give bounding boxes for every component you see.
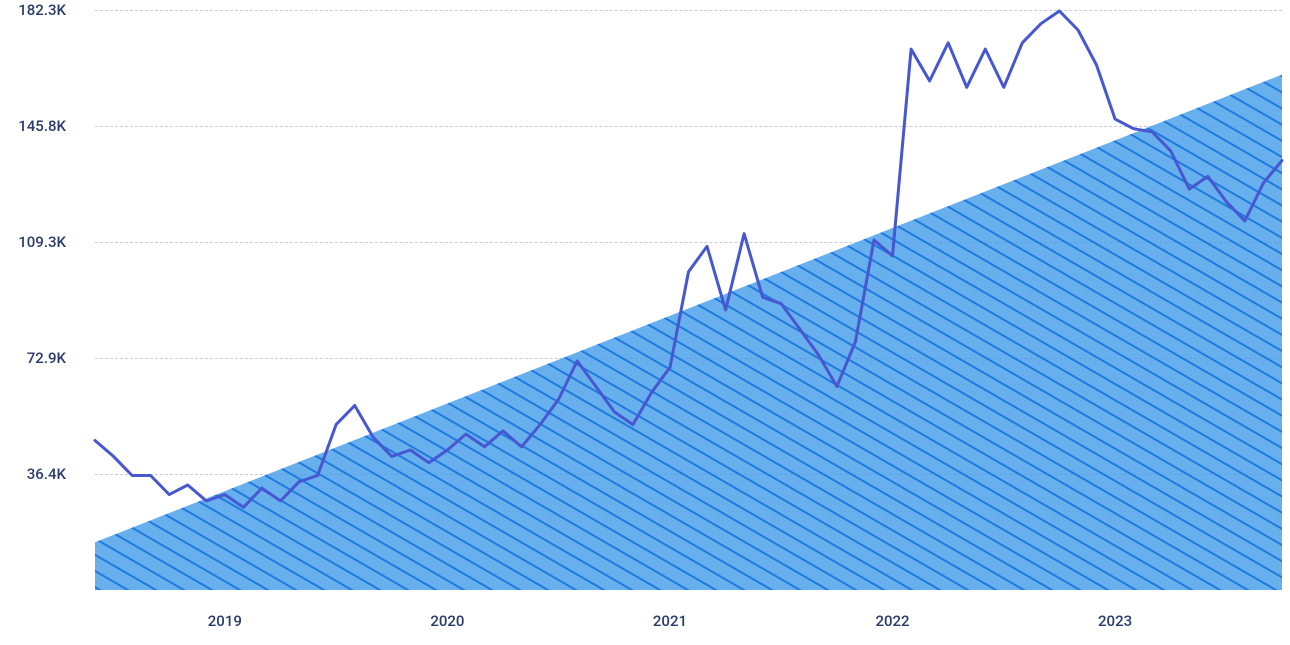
x-tick-label: 2020: [430, 612, 464, 630]
x-tick-label: 2019: [208, 612, 242, 630]
x-tick-label: 2021: [653, 612, 687, 630]
chart-svg: [0, 0, 1290, 645]
x-tick-label: 2022: [875, 612, 909, 630]
trend-area: [95, 75, 1282, 590]
line-area-chart: 36.4K72.9K109.3K145.8K182.3K 20192020202…: [0, 0, 1290, 645]
x-tick-label: 2023: [1098, 612, 1132, 630]
